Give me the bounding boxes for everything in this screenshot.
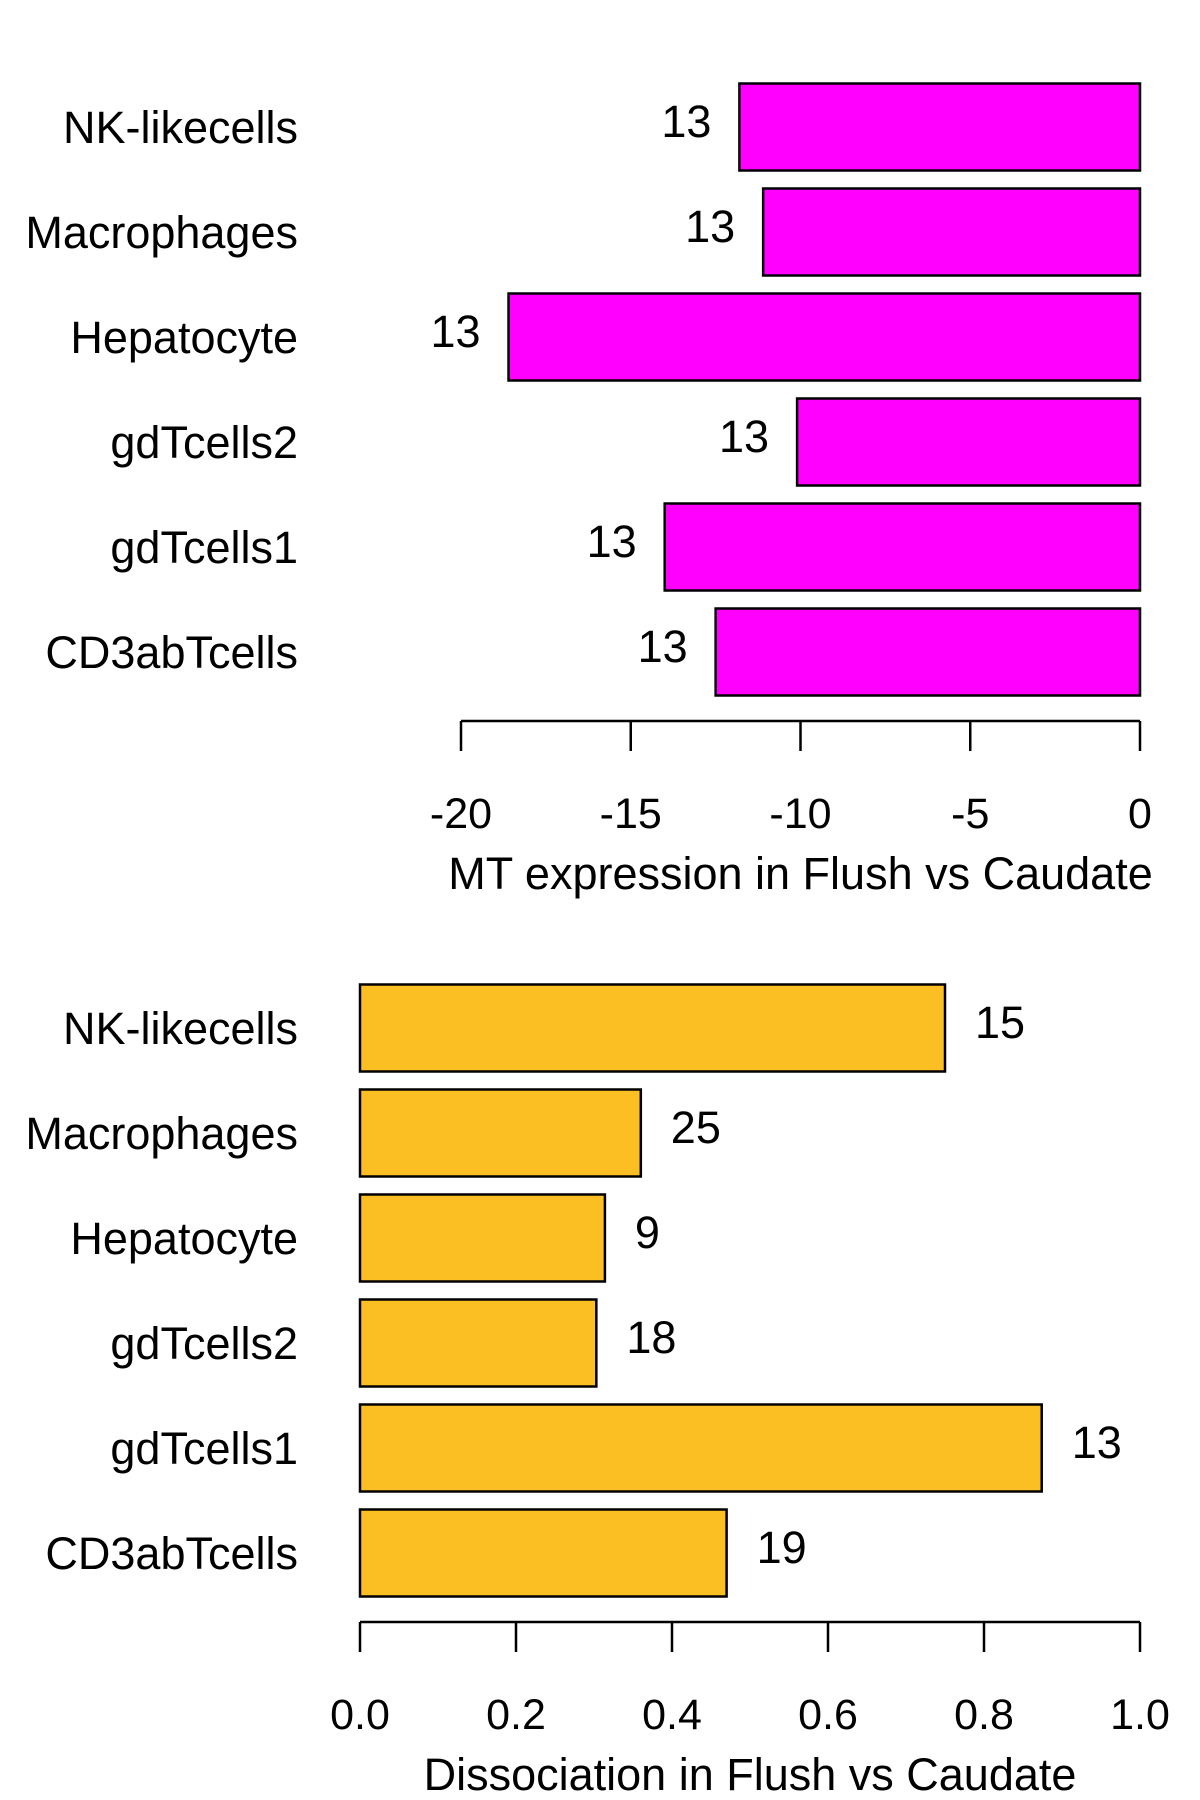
x-tick-label: 1.0 bbox=[1110, 1691, 1170, 1739]
category-label: gdTcells1 bbox=[110, 1423, 298, 1474]
category-label: gdTcells2 bbox=[110, 1318, 298, 1369]
bar-value-label: 13 bbox=[1072, 1417, 1122, 1468]
category-label: CD3abTcells bbox=[45, 627, 298, 678]
bar-value-label: 13 bbox=[638, 621, 688, 672]
bar-value-label: 15 bbox=[975, 997, 1025, 1048]
bar bbox=[663, 502, 1142, 592]
category-label: Hepatocyte bbox=[70, 1213, 298, 1264]
bar bbox=[358, 1298, 598, 1388]
bar bbox=[761, 187, 1142, 277]
bar bbox=[358, 1088, 643, 1178]
bar-value-label: 9 bbox=[635, 1207, 660, 1258]
bar bbox=[358, 983, 947, 1073]
x-axis-title: Dissociation in Flush vs Caudate bbox=[424, 1749, 1077, 1800]
bar bbox=[358, 1403, 1043, 1493]
bar bbox=[795, 397, 1142, 487]
category-label: Hepatocyte bbox=[70, 312, 298, 363]
bar-value-label: 13 bbox=[719, 411, 769, 462]
x-tick-label: -5 bbox=[951, 790, 989, 838]
bar bbox=[507, 292, 1142, 382]
x-tick-label: -15 bbox=[600, 790, 662, 838]
category-label: Macrophages bbox=[25, 1108, 298, 1159]
category-label: NK-likecells bbox=[63, 102, 298, 153]
x-axis-title: MT expression in Flush vs Caudate bbox=[448, 848, 1153, 899]
x-tick-label: -20 bbox=[430, 790, 492, 838]
bar-value-label: 25 bbox=[671, 1102, 721, 1153]
bar-value-label: 13 bbox=[430, 306, 480, 357]
x-tick-label: 0.0 bbox=[330, 1691, 390, 1739]
x-tick-label: 0.6 bbox=[798, 1691, 858, 1739]
x-tick-label: 0 bbox=[1128, 790, 1152, 838]
bar-value-label: 19 bbox=[757, 1522, 807, 1573]
bar-value-label: 13 bbox=[661, 96, 711, 147]
x-tick-label: 0.2 bbox=[486, 1691, 546, 1739]
category-label: NK-likecells bbox=[63, 1003, 298, 1054]
bar bbox=[358, 1193, 607, 1283]
category-label: Macrophages bbox=[25, 207, 298, 258]
bar-value-label: 13 bbox=[587, 516, 637, 567]
dissociation-panel: NK-likecells 15 Macrophages 25 Hepatocyte 9 gd… bbox=[25, 983, 1170, 1800]
bar-value-label: 18 bbox=[626, 1312, 676, 1363]
x-tick-label: 0.4 bbox=[642, 1691, 702, 1739]
category-label: gdTcells1 bbox=[110, 522, 298, 573]
bar bbox=[358, 1508, 728, 1598]
category-label: gdTcells2 bbox=[110, 417, 298, 468]
bar-value-label: 13 bbox=[685, 201, 735, 252]
category-label: CD3abTcells bbox=[45, 1528, 298, 1579]
x-tick-label: -10 bbox=[769, 790, 831, 838]
bar bbox=[714, 607, 1142, 697]
x-tick-label: 0.8 bbox=[954, 1691, 1014, 1739]
mt-expression-panel: NK-likecells 13 Macrophages 13 Hepatocyte 13 g… bbox=[25, 82, 1153, 899]
bar bbox=[738, 82, 1142, 172]
